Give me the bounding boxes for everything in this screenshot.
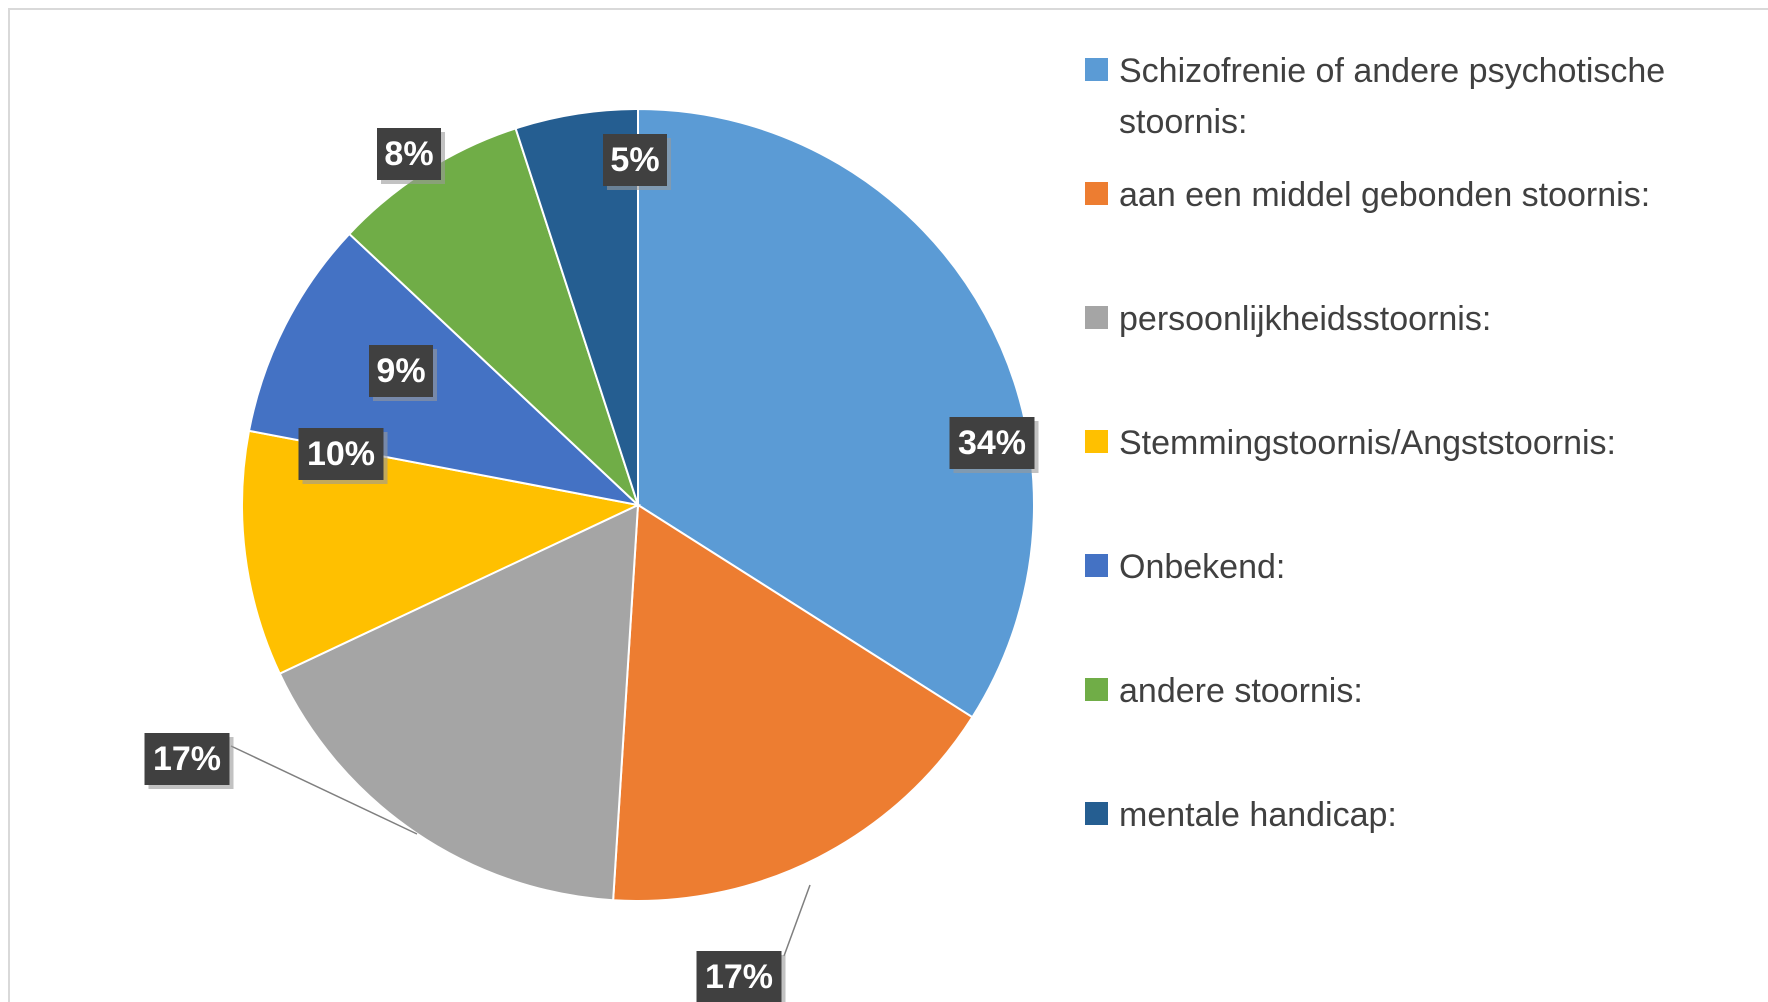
data-label: 8%: [384, 135, 433, 173]
pie-slice: [637, 107, 1035, 719]
legend-item: persoonlijkheidsstoornis:: [1085, 294, 1745, 418]
legend-swatch: [1085, 678, 1108, 701]
legend-item: aan een middel gebonden stoornis:: [1085, 170, 1745, 294]
data-label: 17%: [705, 958, 773, 996]
pie-slice: [612, 503, 974, 902]
data-label: 10%: [307, 435, 375, 473]
legend-item: Onbekend:: [1085, 542, 1745, 666]
legend-label: andere stoornis:: [1119, 672, 1363, 710]
label-box: [949, 417, 1035, 469]
data-label: 5%: [610, 141, 659, 179]
legend-swatch: [1085, 430, 1108, 453]
label-box: [603, 134, 667, 186]
legend-label: persoonlijkheidsstoornis:: [1119, 300, 1492, 338]
data-label: 9%: [376, 352, 425, 390]
legend-item: andere stoornis:: [1085, 666, 1745, 790]
label-box: [298, 428, 384, 480]
legend-label: Stemmingstoornis/Angststoornis:: [1119, 424, 1616, 462]
label-box: [369, 345, 433, 397]
legend-item: Stemmingstoornis/Angststoornis:: [1085, 418, 1745, 542]
pie-slice: [241, 429, 642, 675]
legend-label: mentale handicap:: [1119, 796, 1397, 834]
label-box: [377, 128, 441, 180]
pie-slice: [514, 107, 639, 506]
data-label: 17%: [153, 740, 221, 778]
legend: Schizofrenie of andere psychotische stoo…: [1085, 46, 1745, 914]
legend-label: aan een middel gebonden stoornis:: [1119, 176, 1651, 214]
leader-line: [783, 884, 811, 957]
legend-label: Onbekend:: [1119, 548, 1286, 586]
leader-line: [230, 745, 418, 835]
legend-item: Schizofrenie of andere psychotische stoo…: [1085, 46, 1745, 170]
legend-swatch: [1085, 554, 1108, 577]
label-box: [144, 733, 230, 785]
legend-label: Schizofrenie of andere psychotische stoo…: [1119, 52, 1666, 141]
legend-swatch: [1085, 802, 1108, 825]
legend-swatch: [1085, 182, 1108, 205]
chart-border: [8, 8, 1768, 1002]
label-box: [696, 951, 782, 1002]
legend-item: mentale handicap:: [1085, 790, 1745, 914]
legend-swatch: [1085, 58, 1108, 81]
data-label: 34%: [958, 424, 1026, 462]
legend-swatch: [1085, 306, 1108, 329]
